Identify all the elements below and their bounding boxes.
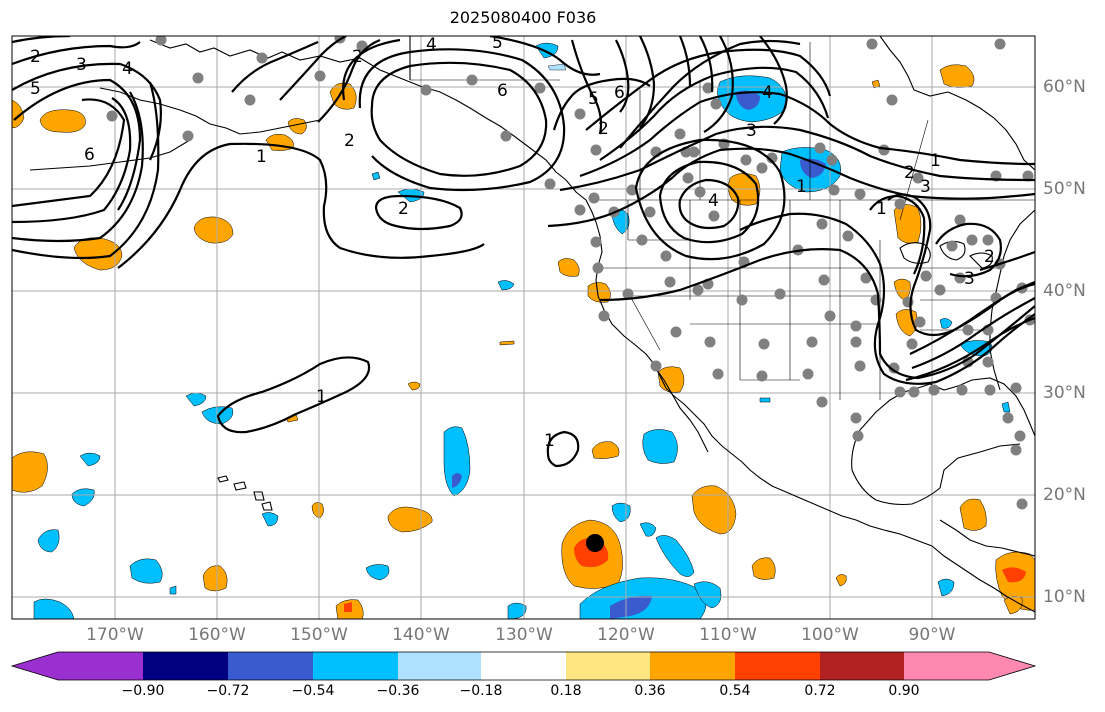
lat-label-60n: 60°N xyxy=(1043,77,1086,97)
colorbar-tick: −0.90 xyxy=(121,683,165,699)
lon-label-130w: 130°W xyxy=(495,625,553,645)
colorbar-tick: 0.54 xyxy=(719,683,751,699)
lat-label-40n: 40°N xyxy=(1043,281,1086,301)
colorbar-bin-9 xyxy=(735,652,820,680)
lat-label-20n: 20°N xyxy=(1043,485,1086,505)
colorbar-tick: 0.36 xyxy=(634,683,666,699)
coastlines xyxy=(29,36,1035,613)
lon-label-100w: 100°W xyxy=(801,625,859,645)
colorbar-under-arrow xyxy=(12,652,58,680)
political-borders xyxy=(410,42,1035,400)
graticule xyxy=(12,36,1035,619)
lon-label-170w: 170°W xyxy=(86,625,144,645)
lon-label-120w: 120°W xyxy=(597,625,655,645)
colorbar-bin-11 xyxy=(904,652,989,680)
contour-lines xyxy=(12,36,1035,468)
colorbar-bin-1 xyxy=(58,652,143,680)
colorbar-bin-4 xyxy=(313,652,398,680)
observation-stations xyxy=(106,36,1035,510)
colorbar-tick: −0.36 xyxy=(376,683,420,699)
colorbar-bin-5 xyxy=(398,652,481,680)
lon-label-110w: 110°W xyxy=(699,625,757,645)
lon-label-150w: 150°W xyxy=(290,625,348,645)
lon-label-140w: 140°W xyxy=(392,625,450,645)
colorbar-tick: −0.72 xyxy=(206,683,250,699)
colorbar-bin-10 xyxy=(820,652,904,680)
lon-label-90w: 90°W xyxy=(908,625,956,645)
colorbar-over-arrow xyxy=(989,652,1035,680)
colorbar-tick: −0.54 xyxy=(291,683,335,699)
colorbar-tick: 0.90 xyxy=(888,683,920,699)
colorbar-bin-6 xyxy=(481,652,566,680)
map-frame xyxy=(11,35,1036,620)
colorbar-bin-7 xyxy=(566,652,650,680)
storm-center-marker xyxy=(586,534,604,552)
colorbar-tick: −0.18 xyxy=(459,683,503,699)
lat-label-50n: 50°N xyxy=(1043,179,1086,199)
colorbar xyxy=(10,651,1037,681)
page-title: 2025080400 F036 xyxy=(449,8,597,27)
colorbar-bin-3 xyxy=(228,652,313,680)
colorbar-bin-2 xyxy=(143,652,228,680)
colorbar-tick: 0.72 xyxy=(804,683,836,699)
lat-label-30n: 30°N xyxy=(1043,383,1086,403)
colorbar-bin-8 xyxy=(650,652,735,680)
lon-label-160w: 160°W xyxy=(188,625,246,645)
lat-label-10n: 10°N xyxy=(1043,587,1086,607)
colorbar-tick: 0.18 xyxy=(550,683,582,699)
